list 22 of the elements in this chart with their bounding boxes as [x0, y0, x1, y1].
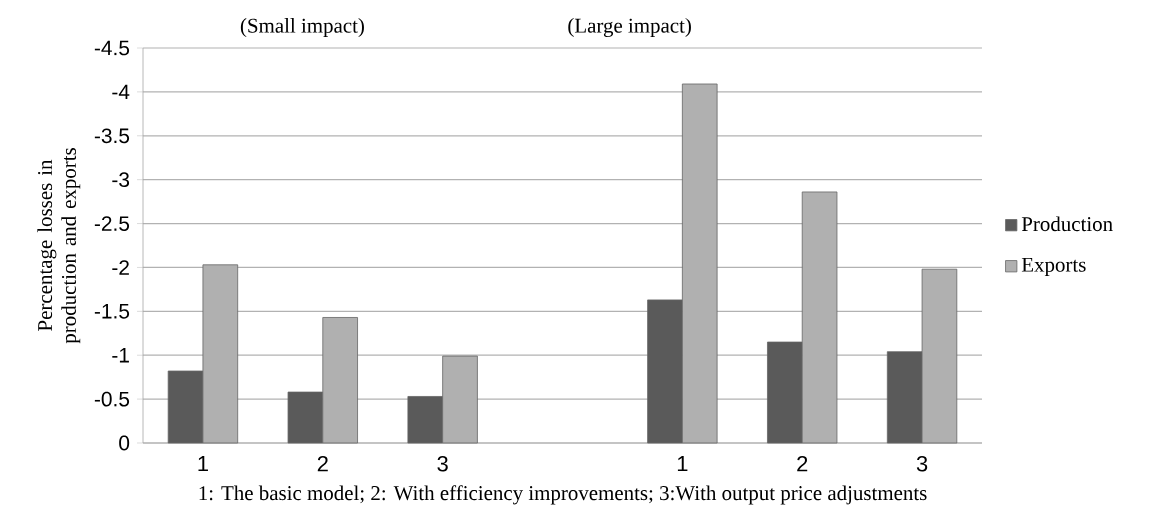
x-tick-label: 3: [916, 456, 928, 472]
x-tick-label: 3: [437, 456, 448, 472]
y-tick-label: -4: [112, 84, 130, 100]
x-axis-title: 1: The basic model; 2: With efficiency improvements; 3:With output price adjustments: [199, 485, 927, 505]
y-axis-title: Percentage losses in production and exports: [37, 148, 81, 344]
y-tick-label: -2.5: [94, 216, 130, 231]
y-tick-label: 0: [119, 435, 130, 451]
text: (Large impact): [568, 17, 691, 37]
legend-label: Production: [1021, 216, 1113, 232]
y-tick-label: -0.5: [94, 391, 130, 407]
y-tick-label: -3.5: [94, 128, 130, 144]
y-tick-label: -4.5: [94, 40, 130, 56]
y-tick-label: -2: [112, 260, 129, 275]
y-tick-label: -3: [112, 172, 130, 188]
x-tick-label: 1: [198, 456, 208, 472]
y-tick-label: -1: [112, 347, 129, 363]
y-tick-label: -1.5: [94, 304, 130, 319]
x-tick-label: 1: [677, 456, 688, 472]
text: (Small impact): [240, 18, 364, 37]
legend-label: Exports: [1021, 257, 1086, 276]
x-tick-label: 2: [797, 456, 808, 472]
x-tick-label: 2: [317, 456, 328, 472]
